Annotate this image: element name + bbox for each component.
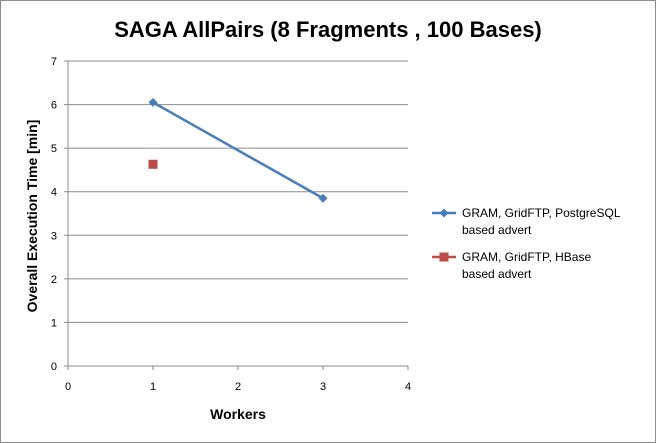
legend-marker xyxy=(439,252,449,262)
data-point xyxy=(318,193,328,203)
y-tick-label: 0 xyxy=(51,361,57,373)
series-1 xyxy=(148,97,328,203)
series-line xyxy=(152,101,324,200)
legend-label: based advert xyxy=(462,223,532,237)
y-axis-label: Overall Execution Time [min] xyxy=(24,120,40,313)
legend-label: based advert xyxy=(462,267,532,281)
x-tick-label: 3 xyxy=(320,381,326,393)
legend-label: GRAM, GridFTP, HBase xyxy=(462,250,591,264)
gridlines xyxy=(68,60,408,323)
x-axis-label: Workers xyxy=(210,406,266,422)
chart-title: SAGA AllPairs (8 Fragments , 100 Bases) xyxy=(114,17,542,42)
series-2 xyxy=(148,159,158,169)
x-tick-label: 1 xyxy=(150,381,156,393)
legend-item: GRAM, GridFTP, HBase based advert xyxy=(432,250,591,281)
y-tick-label: 6 xyxy=(51,100,57,112)
x-tick-labels: 0 1 2 3 4 xyxy=(65,381,411,393)
y-tick-label: 4 xyxy=(51,187,57,199)
y-tick-label: 1 xyxy=(51,317,57,329)
data-point xyxy=(148,159,158,169)
y-tick-label: 3 xyxy=(51,230,57,242)
legend-item: GRAM, GridFTP, PostgreSQL based advert xyxy=(432,206,621,237)
legend-label: GRAM, GridFTP, PostgreSQL xyxy=(462,206,621,220)
x-tick-label: 4 xyxy=(405,381,411,393)
x-tick-label: 2 xyxy=(235,381,241,393)
y-tick-labels: 0 1 2 3 4 5 6 7 xyxy=(51,56,57,373)
y-tick-label: 2 xyxy=(51,274,57,286)
legend-marker xyxy=(439,208,449,218)
x-tick-label: 0 xyxy=(65,381,71,393)
y-tick-label: 7 xyxy=(51,56,57,68)
axes xyxy=(64,60,409,370)
data-point xyxy=(148,97,158,107)
series-group xyxy=(148,97,328,203)
y-tick-label: 5 xyxy=(51,143,57,155)
